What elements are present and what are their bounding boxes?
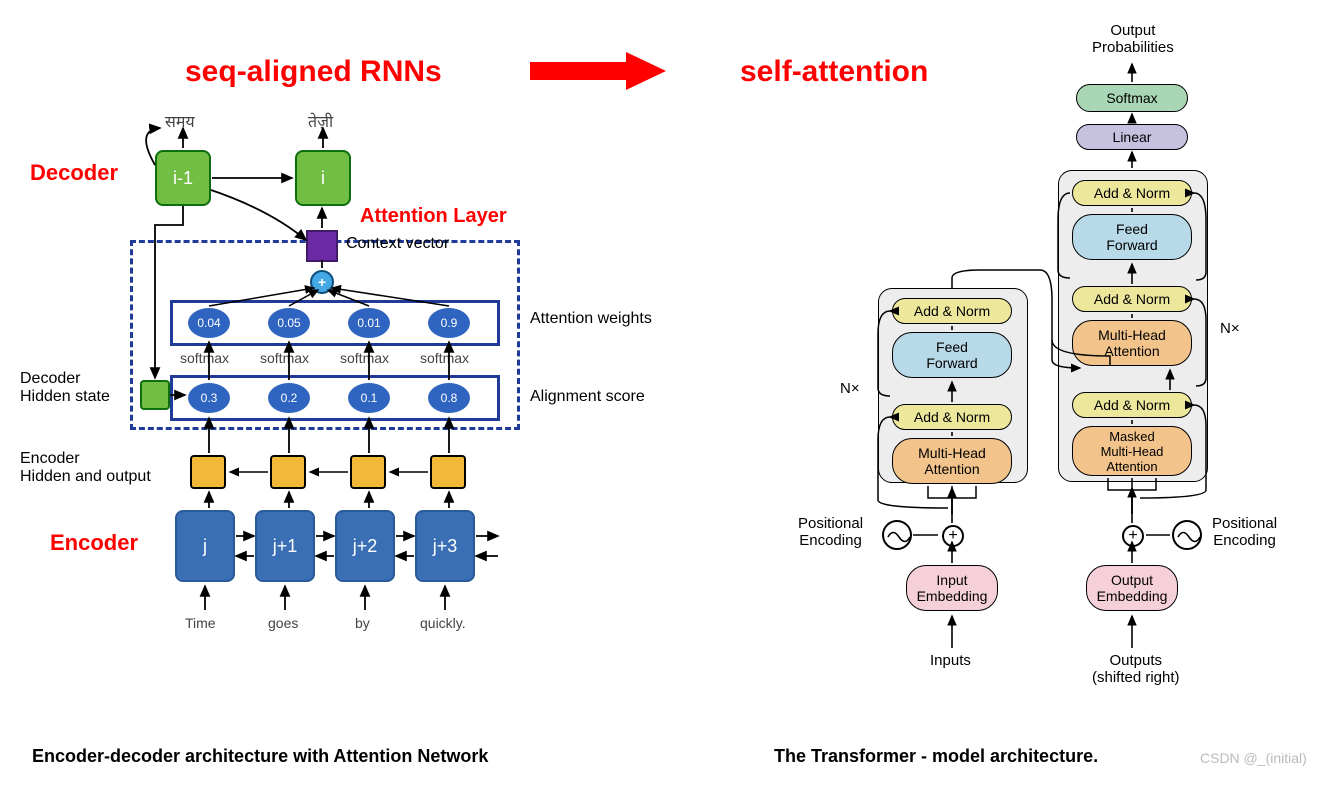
dec-out-word-left: समय [165, 110, 195, 132]
softmax-2: softmax [340, 350, 389, 366]
attn-w-1: 0.05 [268, 308, 310, 338]
input-2: by [355, 615, 370, 631]
context-vector [306, 230, 338, 262]
attention-layer-label: Attention Layer [360, 205, 507, 228]
decoder-hidden-node [140, 380, 170, 410]
encoder-label: Encoder [50, 530, 138, 556]
encoder-3: j+3 [415, 510, 475, 582]
softmax-3: softmax [420, 350, 469, 366]
enc-out-0 [190, 455, 226, 489]
encoder-1: j+1 [255, 510, 315, 582]
softmax-0: softmax [180, 350, 229, 366]
enc-out-3 [430, 455, 466, 489]
pe-right-circle [1172, 520, 1202, 550]
decoder-hidden-label: Decoder Hidden state [20, 370, 110, 406]
watermark: CSDN @_(initial) [1200, 750, 1307, 766]
decoder-label: Decoder [30, 160, 118, 186]
dec-mha: Multi-Head Attention [1072, 320, 1192, 366]
input-3: quickly. [420, 615, 466, 631]
pe-left-plus: + [942, 525, 964, 547]
plus-node: + [310, 270, 334, 294]
input-1: goes [268, 615, 298, 631]
pe-label-left: Positional Encoding [798, 515, 863, 549]
enc-addnorm-1: Add & Norm [892, 404, 1012, 430]
enc-ff: Feed Forward [892, 332, 1012, 378]
attention-weights-label: Attention weights [530, 310, 652, 328]
nx-left: N× [840, 380, 860, 397]
attn-w-0: 0.04 [188, 308, 230, 338]
output-prob-label: Output Probabilities [1092, 22, 1174, 56]
input-embedding: Input Embedding [906, 565, 998, 611]
title-left: seq-aligned RNNs [185, 55, 442, 89]
linear-block: Linear [1076, 124, 1188, 150]
enc-out-1 [270, 455, 306, 489]
input-0: Time [185, 615, 216, 631]
nx-right: N× [1220, 320, 1240, 337]
enc-addnorm-2: Add & Norm [892, 298, 1012, 324]
attn-w-3: 0.9 [428, 308, 470, 338]
softmax-1: softmax [260, 350, 309, 366]
decoder-block-cur: i [295, 150, 351, 206]
dec-out-word-right: तेज़ी [308, 110, 333, 132]
alignment-label: Alignment score [530, 388, 645, 406]
left-diagram: समय तेज़ी i-1 i Decoder Attention Layer … [20, 110, 700, 730]
right-arrows [780, 20, 1320, 740]
pe-label-right: Positional Encoding [1212, 515, 1277, 549]
dec-addnorm-3: Add & Norm [1072, 180, 1192, 206]
encoder-0: j [175, 510, 235, 582]
outputs-label: Outputs (shifted right) [1092, 652, 1180, 686]
align-0: 0.3 [188, 383, 230, 413]
align-3: 0.8 [428, 383, 470, 413]
encoder-2: j+2 [335, 510, 395, 582]
dec-mmha: Masked Multi-Head Attention [1072, 426, 1192, 476]
pe-left-circle [882, 520, 912, 550]
attn-w-2: 0.01 [348, 308, 390, 338]
dec-addnorm-2: Add & Norm [1072, 286, 1192, 312]
softmax-block: Softmax [1076, 84, 1188, 112]
enc-mha: Multi-Head Attention [892, 438, 1012, 484]
context-vector-label: Context vector [346, 235, 449, 253]
dec-ff: Feed Forward [1072, 214, 1192, 260]
right-caption: The Transformer - model architecture. [774, 746, 1098, 767]
dec-addnorm-1: Add & Norm [1072, 392, 1192, 418]
red-arrow [530, 52, 666, 90]
align-2: 0.1 [348, 383, 390, 413]
left-caption: Encoder-decoder architecture with Attent… [32, 746, 488, 767]
right-diagram: Output Probabilities Softmax Linear Add … [780, 20, 1320, 740]
enc-out-2 [350, 455, 386, 489]
encoder-hidden-label: Encoder Hidden and output [20, 450, 151, 486]
pe-right-plus: + [1122, 525, 1144, 547]
decoder-block-prev: i-1 [155, 150, 211, 206]
align-1: 0.2 [268, 383, 310, 413]
output-embedding: Output Embedding [1086, 565, 1178, 611]
inputs-label: Inputs [930, 652, 971, 669]
